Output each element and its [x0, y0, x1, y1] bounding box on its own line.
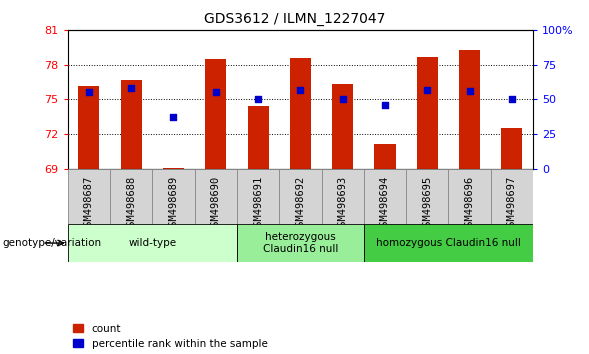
Text: genotype/variation: genotype/variation — [2, 238, 102, 248]
Text: GSM498691: GSM498691 — [253, 175, 263, 232]
Bar — [448, 169, 491, 224]
Bar — [364, 169, 406, 224]
Text: GSM498697: GSM498697 — [507, 175, 517, 232]
Bar — [68, 224, 237, 262]
Bar — [375, 144, 396, 169]
Bar — [290, 58, 311, 169]
Bar — [364, 224, 533, 262]
Point — [380, 102, 390, 108]
Bar — [110, 169, 153, 224]
Text: homozygous Claudin16 null: homozygous Claudin16 null — [376, 238, 521, 248]
Text: GSM498687: GSM498687 — [84, 175, 94, 232]
Legend: count, percentile rank within the sample: count, percentile rank within the sample — [73, 324, 267, 349]
Point — [84, 90, 94, 95]
Point — [465, 88, 474, 94]
Text: GSM498690: GSM498690 — [211, 175, 221, 232]
Bar — [279, 169, 322, 224]
Text: wild-type: wild-type — [128, 238, 176, 248]
Text: GSM498694: GSM498694 — [380, 175, 390, 232]
Point — [296, 87, 305, 92]
Bar — [68, 169, 110, 224]
Bar — [153, 169, 194, 224]
Bar — [194, 169, 237, 224]
Bar — [237, 224, 364, 262]
Text: GSM498693: GSM498693 — [337, 175, 348, 232]
Bar — [163, 167, 184, 169]
Point — [211, 90, 220, 95]
Point — [169, 115, 178, 120]
Point — [507, 97, 517, 102]
Text: GSM498688: GSM498688 — [126, 175, 136, 232]
Bar — [247, 106, 269, 169]
Text: GSM498695: GSM498695 — [422, 175, 432, 232]
Bar — [416, 57, 438, 169]
Bar — [205, 59, 226, 169]
Text: GSM498696: GSM498696 — [465, 175, 475, 232]
Bar — [121, 80, 142, 169]
Text: GSM498692: GSM498692 — [296, 175, 305, 232]
Point — [422, 87, 432, 92]
Point — [338, 97, 348, 102]
Bar — [406, 169, 448, 224]
Bar — [459, 50, 480, 169]
Point — [253, 97, 263, 102]
Bar — [237, 169, 279, 224]
Bar — [491, 169, 533, 224]
Bar — [501, 128, 522, 169]
Text: GDS3612 / ILMN_1227047: GDS3612 / ILMN_1227047 — [204, 12, 385, 27]
Text: GSM498689: GSM498689 — [168, 175, 178, 232]
Text: heterozygous
Claudin16 null: heterozygous Claudin16 null — [263, 232, 338, 254]
Bar — [332, 84, 353, 169]
Point — [127, 85, 136, 91]
Bar — [322, 169, 364, 224]
Bar — [78, 86, 100, 169]
